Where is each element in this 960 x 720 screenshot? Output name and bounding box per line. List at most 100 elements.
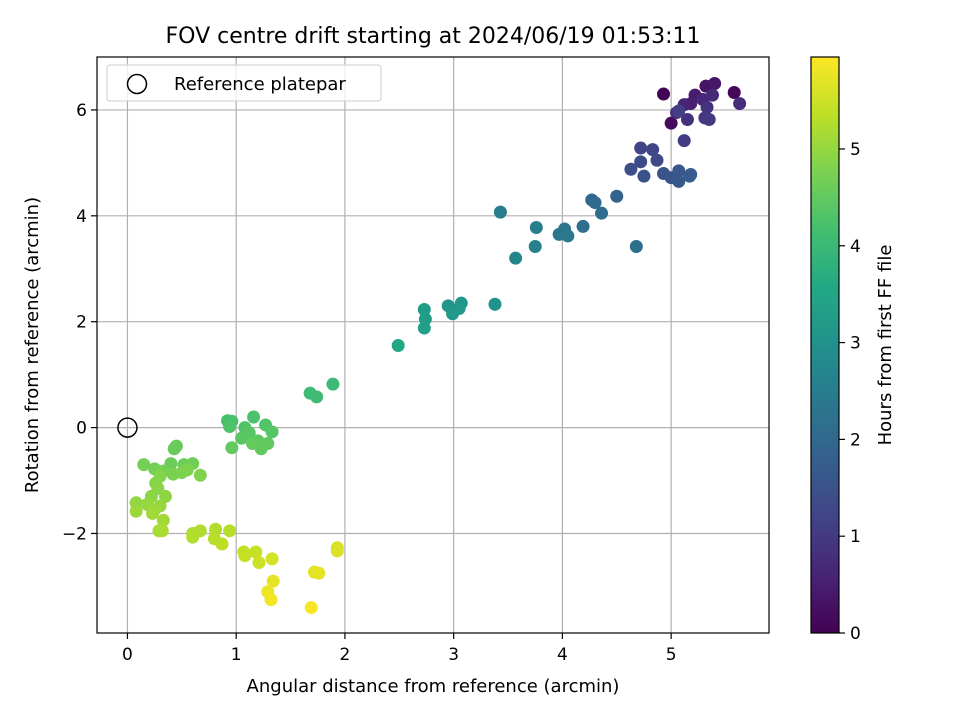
x-tick-label: 3 [448,645,459,665]
data-point [727,85,741,99]
data-point [167,442,181,456]
data-point [657,87,671,101]
data-point [266,574,280,588]
data-point [708,76,722,90]
data-point [215,537,229,551]
data-point [646,143,660,157]
data-point [634,141,648,155]
data-point [576,219,590,233]
y-axis-label: Rotation from reference (arcmin) [22,197,43,493]
data-point [664,116,678,130]
data-point [186,530,200,544]
data-point [672,104,686,118]
data-point [137,458,151,472]
legend-marker [126,73,148,95]
data-point [528,240,542,254]
legend-label: Reference platepar [174,74,346,95]
data-point [588,196,602,210]
x-tick-label: 1 [231,645,242,665]
x-axis-ticks: 0 1 2 3 4 5 [122,633,677,665]
data-point [391,339,405,353]
data-point [304,601,318,615]
data-point [129,504,143,518]
data-point [238,549,252,563]
x-tick-label: 0 [122,645,133,665]
y-tick-label: 2 [76,313,87,333]
chart-title: FOV centre drift starting at 2024/06/19 … [166,24,701,49]
data-point [247,410,261,424]
plot-area: 0 1 2 3 4 5 −2 0 2 4 6 [62,56,770,665]
y-tick-label: 0 [76,419,87,439]
data-point [629,240,643,254]
data-point [223,420,237,434]
legend-box [106,64,382,102]
data-point [493,205,507,219]
data-point [252,556,266,570]
data-point [310,390,324,404]
data-point [672,164,686,178]
reference-platepar-marker [117,417,138,438]
x-tick-label: 4 [557,645,568,665]
data-point [156,513,170,527]
data-point [180,463,194,477]
data-point [235,431,249,445]
legend: Reference platepar [106,64,382,102]
y-axis-ticks: −2 0 2 4 6 [62,101,97,544]
data-point [249,545,263,559]
data-point [330,544,344,558]
data-point [529,220,543,234]
data-point [446,307,460,321]
data-point [312,566,326,580]
data-point [610,189,624,203]
data-point [700,100,714,114]
data-point [417,321,431,335]
data-point [193,468,207,482]
plot-frame [96,56,770,634]
x-tick-label: 2 [340,645,351,665]
data-point [634,155,648,169]
data-point [680,112,694,126]
grid-layer [97,57,769,633]
colorbar: 0 1 2 3 4 5 Hours from first FF file [810,56,896,644]
data-point [159,489,173,503]
data-point [145,506,159,520]
colorbar-tick-label: 4 [850,237,861,257]
colorbar-tick-label: 3 [850,334,861,354]
colorbar-gradient [810,56,840,634]
data-point [417,303,431,317]
colorbar-tick-label: 5 [850,140,861,160]
data-point [733,97,747,111]
data-point [624,162,638,176]
y-tick-label: 6 [76,101,87,121]
data-point [637,169,651,183]
data-point [264,593,278,607]
data-point [683,169,697,183]
data-point [705,88,719,102]
data-point [225,441,239,455]
points-layer [129,76,747,615]
colorbar-label: Hours from first FF file [875,245,896,446]
data-point [561,229,575,243]
data-point [209,522,223,536]
y-tick-label: 4 [76,207,87,227]
data-point [223,524,237,538]
data-point [650,153,664,167]
data-point [326,377,340,391]
data-point [265,425,279,439]
data-point [595,206,609,220]
data-point [488,297,502,311]
data-point [672,174,686,188]
data-point [509,251,523,265]
x-axis-label: Angular distance from reference (arcmin) [247,676,620,697]
x-tick-label: 5 [666,645,677,665]
data-point [245,436,259,450]
colorbar-tick-label: 1 [850,527,861,547]
colorbar-tick-label: 2 [850,430,861,450]
colorbar-ticks: 0 1 2 3 4 5 [839,140,861,644]
y-tick-label: −2 [62,524,87,544]
data-point [155,524,169,538]
data-point [677,134,691,148]
data-point [265,552,279,566]
